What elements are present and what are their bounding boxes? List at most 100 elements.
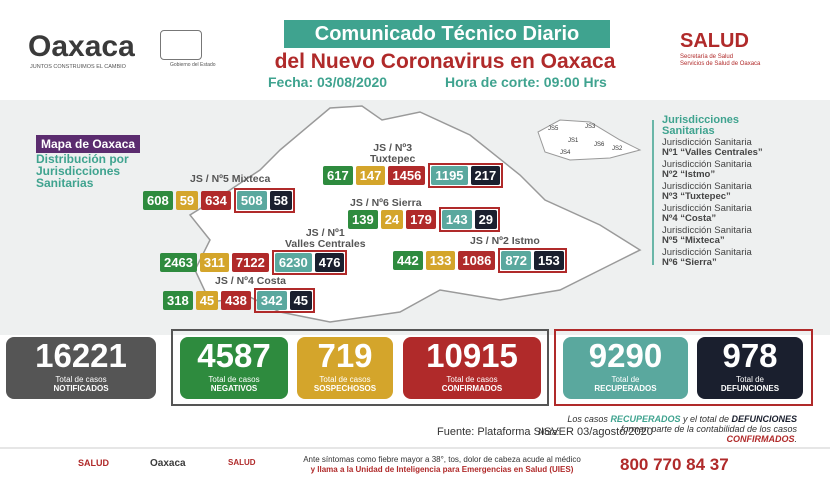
inset-map: [537, 119, 642, 161]
legend-line: Jurisdicción Sanitaria: [662, 225, 752, 236]
total-box: 719 Total de casos SOSPECHOSOS: [297, 337, 393, 399]
count-box: 634: [201, 191, 231, 210]
count-box: 1086: [458, 251, 496, 270]
count-box: 143: [441, 210, 472, 229]
count-box: 1195: [431, 166, 468, 185]
note-part: CONFIRMADOS: [726, 434, 795, 444]
jurisdiction-row: 442 133 1086 872 153: [393, 248, 567, 273]
legend-line: Nº1 “Valles Centrales”: [662, 147, 763, 158]
inset-label: JS3: [585, 124, 596, 130]
legend-line: Nº3 “Tuxtepec”: [662, 191, 731, 202]
total-box: 4587 Total de casos NEGATIVOS: [180, 337, 288, 399]
inset-label: JS4: [560, 150, 571, 156]
jurisdiction-row: 2463 311 7122 6230 476: [160, 250, 348, 275]
cutoff: Hora de corte: 09:00 Hrs: [445, 74, 607, 90]
note-label: Nota:: [538, 427, 560, 437]
health-line1: Secretaría de Salud: [680, 54, 734, 60]
total-value: 719: [317, 337, 373, 374]
label-line: JS / Nº2 Istmo: [470, 235, 540, 247]
count-box: 147: [355, 166, 386, 185]
total-box: 10915 Total de casos CONFIRMADOS: [403, 337, 541, 399]
total-label: CONFIRMADOS: [441, 384, 503, 393]
count-box: 318: [163, 291, 193, 310]
outcome-group: 872 153: [498, 248, 567, 273]
outcome-group: 1195 217: [428, 163, 504, 188]
legend-line: Jurisdicción Sanitaria: [662, 247, 752, 258]
count-box: 508: [236, 191, 267, 210]
jurisdiction-label: JS / Nº5 Mixteca: [190, 174, 270, 185]
date: Fecha: 03/08/2020: [268, 74, 388, 90]
outcome-group: 143 29: [438, 207, 501, 232]
jurisdiction-label: JS / Nº3 Tuxtepec: [370, 143, 415, 165]
legend-line: Nº6 “Sierra”: [662, 257, 717, 268]
legend-entry: Jurisdicción Sanitaria Nº4 “Costa”: [662, 204, 752, 224]
count-box: 179: [406, 210, 436, 229]
count-box: 45: [289, 291, 313, 310]
jurisdiction-label: JS / Nº4 Costa: [215, 276, 286, 287]
legend-line: Nº4 “Costa”: [662, 213, 717, 224]
outcome-group: 342 45: [253, 288, 316, 313]
label-line: JS / Nº1: [305, 227, 345, 239]
count-box: 7122: [231, 253, 269, 272]
note-part: forman parte de la contabilidad de los c…: [620, 414, 800, 434]
count-box: 442: [393, 251, 423, 270]
total-label: SOSPECHOSOS: [313, 384, 377, 393]
label-line: JS / Nº4 Costa: [215, 275, 286, 287]
note-part: DEFUNCIONES: [731, 414, 797, 424]
total-value: 9290: [588, 337, 663, 374]
count-box: 217: [470, 166, 501, 185]
count-box: 139: [348, 210, 378, 229]
count-box: 2463: [160, 253, 197, 272]
count-box: 438: [221, 291, 251, 310]
inset-label: JS1: [568, 138, 579, 144]
note-part: y el total de: [680, 414, 732, 424]
inset-label: JS5: [548, 126, 559, 132]
title-line2: del Nuevo Coronavirus en Oaxaca: [274, 50, 616, 73]
legend-line: Jurisdicción Sanitaria: [662, 137, 752, 148]
inset-label: JS6: [594, 142, 605, 148]
total-label: Total de: [611, 375, 640, 384]
legend-entry: Jurisdicción Sanitaria Nº6 “Sierra”: [662, 248, 752, 268]
health-logo: SALUD: [680, 30, 749, 52]
title-line1: Comunicado Técnico Diario: [284, 20, 610, 48]
note-part: RECUPERADOS: [610, 414, 681, 424]
jurisdiction-row: 139 24 179 143 29: [348, 207, 501, 232]
note: Los casos RECUPERADOS y el total de DEFU…: [565, 414, 797, 444]
total-box: 16221 Total de casos NOTIFICADOS: [6, 337, 156, 399]
label-line: JS / Nº3: [373, 142, 413, 154]
note-part: .: [794, 434, 797, 444]
count-box: 311: [199, 253, 229, 272]
count-box: 29: [474, 210, 498, 229]
note-part: Los casos: [567, 414, 611, 424]
jurisdiction-row: 608 59 634 508 58: [143, 188, 296, 213]
total-label: Total de casos: [55, 375, 107, 384]
source: Fuente: Plataforma SISVER 03/agosto/2020: [437, 426, 653, 438]
total-value: 4587: [197, 337, 271, 374]
footer-logo: SALUD: [228, 458, 256, 467]
health-line2: Servicios de Salud de Oaxaca: [680, 61, 761, 67]
map-subtitle: Distribución por Jurisdicciones Sanitari…: [36, 152, 129, 190]
legend-title: Jurisdicciones Sanitarias: [662, 114, 740, 137]
total-label: Total de: [735, 375, 765, 384]
logo: Oaxaca: [28, 30, 135, 63]
government: Gobierno del Estado: [170, 62, 216, 68]
total-label: RECUPERADOS: [594, 384, 657, 393]
legend-entry: Jurisdicción Sanitaria Nº3 “Tuxtepec”: [662, 182, 752, 202]
group-frame: [171, 329, 549, 406]
footer-line1: Ante síntomas como fiebre mayor a 38°, t…: [303, 455, 581, 464]
label-line: JS / Nº5 Mixteca: [190, 173, 271, 185]
count-box: 1456: [388, 166, 426, 185]
outcome-group: 6230 476: [271, 250, 348, 275]
jurisdiction-label: JS / Nº1 Valles Centrales: [285, 228, 366, 250]
total-label: Total de casos: [208, 375, 260, 384]
footer-line2: y llama a la Unidad de Inteligencia para…: [310, 465, 574, 474]
label-line: Valles Centrales: [285, 238, 366, 250]
count-box: 24: [380, 210, 404, 229]
count-box: 617: [323, 166, 353, 185]
total-value: 16221: [35, 337, 127, 374]
count-box: 608: [143, 191, 173, 210]
legend-line: Nº2 “Istmo”: [662, 169, 716, 180]
count-box: 133: [425, 251, 456, 270]
seal: [160, 30, 202, 60]
